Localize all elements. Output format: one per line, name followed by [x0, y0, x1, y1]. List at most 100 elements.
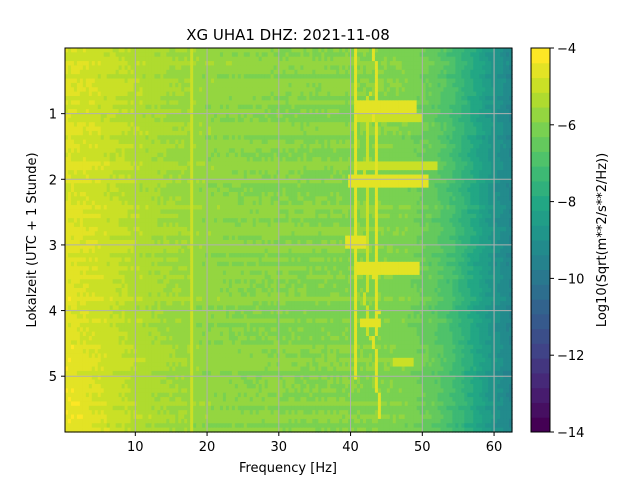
heatmap-cell [392, 69, 397, 75]
heatmap-cell [79, 113, 84, 119]
heatmap-cell [139, 74, 144, 80]
heatmap-cell [228, 100, 233, 106]
heatmap-cell [506, 52, 510, 58]
heatmap-cell [461, 117, 465, 123]
heatmap-cell [434, 48, 439, 53]
heatmap-cell [193, 122, 197, 128]
heatmap-cell [187, 109, 191, 115]
heatmap-cell [491, 122, 495, 128]
heatmap-cell [473, 100, 477, 106]
heatmap-cell [237, 104, 242, 110]
heatmap-cell [160, 48, 164, 53]
heatmap-cell [190, 96, 194, 101]
heatmap-cell [222, 130, 227, 136]
heatmap-cell [225, 126, 230, 132]
heatmap-cell [160, 74, 164, 80]
heatmap-cell [249, 48, 254, 53]
heatmap-cell [413, 126, 418, 132]
heatmap-cell [294, 78, 299, 84]
heatmap-cell [169, 113, 173, 119]
heatmap-cell [70, 91, 75, 97]
heatmap-cell [178, 87, 182, 93]
heatmap-cell [118, 100, 123, 106]
heatmap-cell [208, 104, 212, 110]
heatmap-cell [124, 109, 129, 115]
heatmap-cell [425, 52, 430, 58]
heatmap-cell [410, 122, 415, 128]
heatmap-cell [91, 87, 96, 93]
heatmap-cell [136, 122, 141, 128]
heatmap-cell [169, 78, 173, 84]
heatmap-cell [255, 56, 260, 62]
heatmap-cell [211, 65, 215, 71]
heatmap-cell [464, 56, 468, 62]
heatmap-cell [148, 56, 153, 62]
heatmap-cell [231, 56, 236, 62]
heatmap-cell [318, 96, 322, 101]
heatmap-cell [65, 104, 69, 110]
heatmap-cell [458, 126, 462, 132]
heatmap-cell [270, 82, 275, 88]
heatmap-cell [151, 113, 155, 119]
heatmap-cell [318, 126, 322, 132]
heatmap-cell [297, 122, 302, 128]
heatmap-cell [270, 117, 275, 123]
heatmap-cell [321, 52, 325, 58]
heatmap-cell [151, 100, 155, 106]
heatmap-cell [106, 65, 111, 71]
heatmap-cell [148, 82, 153, 88]
heatmap-cell [258, 122, 263, 128]
heatmap-cell [166, 82, 170, 88]
heatmap-cell [327, 126, 331, 132]
heatmap-cell [67, 52, 72, 58]
heatmap-cell [169, 122, 173, 128]
heatmap-cell [431, 69, 436, 75]
heatmap-cell [500, 117, 504, 123]
heatmap-cell [169, 87, 173, 93]
heatmap-cell [482, 82, 486, 88]
heatmap-cell [503, 61, 507, 67]
heatmap-cell [267, 91, 272, 97]
heatmap-cell [199, 104, 203, 110]
heatmap-cell [85, 130, 90, 136]
heatmap-cell [431, 74, 436, 80]
heatmap-cell [330, 87, 334, 93]
heatmap-cell [464, 96, 468, 101]
heatmap-cell [446, 82, 451, 88]
heatmap-cell [76, 117, 81, 123]
heatmap-cell [246, 74, 251, 80]
heatmap-cell [240, 130, 245, 136]
heatmap-cell [336, 104, 340, 110]
heatmap-cell [234, 65, 239, 71]
heatmap-cell [482, 100, 486, 106]
heatmap-cell [294, 61, 299, 67]
heatmap-cell [103, 104, 108, 110]
heatmap-cell [121, 104, 126, 110]
heatmap-cell [258, 74, 263, 80]
heatmap-cell [264, 113, 269, 119]
heatmap-cell [467, 100, 471, 106]
heatmap-cell [312, 48, 316, 53]
heatmap-cell [288, 78, 293, 84]
heatmap-cell [91, 69, 96, 75]
heatmap-cell [363, 91, 367, 97]
heatmap-cell [190, 74, 194, 80]
heatmap-cell [160, 82, 164, 88]
heatmap-cell [407, 52, 412, 58]
heatmap-cell [351, 104, 355, 110]
heatmap-cell [216, 91, 221, 97]
heatmap-cell [222, 61, 227, 67]
heatmap-cell [473, 82, 477, 88]
heatmap-cell [324, 109, 328, 115]
heatmap-cell [410, 48, 415, 53]
heatmap-cell [160, 117, 164, 123]
heatmap-cell [240, 52, 245, 58]
heatmap-cell [184, 78, 188, 84]
heatmap-cell [214, 126, 218, 132]
heatmap-cell [202, 82, 206, 88]
heatmap-cell [181, 87, 185, 93]
heatmap-cell [288, 61, 293, 67]
heatmap-cell [252, 109, 257, 115]
heatmap-cell [357, 91, 361, 97]
heatmap-cell [264, 48, 269, 53]
